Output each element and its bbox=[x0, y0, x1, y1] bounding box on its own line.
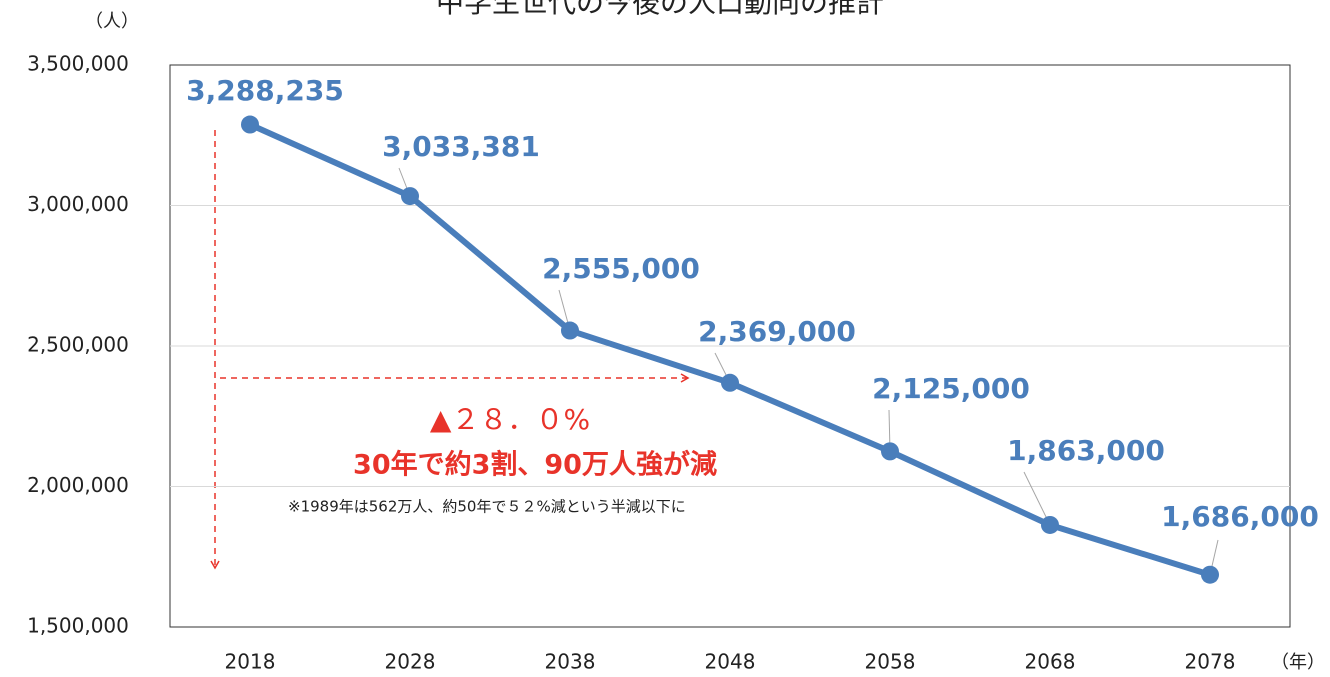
x-tick-label: 2078 bbox=[1185, 650, 1236, 674]
y-tick-label: 3,500,000 bbox=[27, 52, 129, 76]
marker bbox=[401, 187, 419, 206]
x-tick-label: 2058 bbox=[865, 650, 916, 674]
annotation: ▲２８．０% bbox=[430, 403, 590, 436]
x-tick-label: 2038 bbox=[545, 650, 596, 674]
y-tick-label: 2,500,000 bbox=[27, 333, 129, 357]
x-tick-label: 2048 bbox=[705, 650, 756, 674]
marker bbox=[1201, 565, 1219, 584]
data-label: 2,369,000 bbox=[698, 315, 856, 348]
data-label: 3,033,381 bbox=[382, 130, 540, 163]
marker bbox=[561, 321, 579, 340]
y-tick-label: 2,000,000 bbox=[27, 473, 129, 497]
x-unit: （年） bbox=[1271, 652, 1325, 673]
y-tick-label: 3,000,000 bbox=[27, 192, 129, 216]
annotation: 30年で約3割、90万人強が減 bbox=[353, 449, 717, 481]
data-label: 3,288,235 bbox=[186, 74, 344, 107]
chart-title: 中学生世代の今後の人口動向の推計 bbox=[436, 0, 884, 19]
data-label: 2,125,000 bbox=[872, 372, 1030, 405]
x-tick-label: 2068 bbox=[1025, 650, 1076, 674]
data-label: 2,555,000 bbox=[542, 252, 700, 285]
marker bbox=[1041, 515, 1059, 534]
x-tick-label: 2018 bbox=[225, 650, 276, 674]
x-tick-label: 2028 bbox=[385, 650, 436, 674]
data-label: 1,863,000 bbox=[1007, 434, 1165, 467]
y-tick-label: 1,500,000 bbox=[27, 614, 129, 638]
annotation: ※1989年は562万人、約50年で５２%減という半減以下に bbox=[288, 498, 686, 516]
marker bbox=[721, 373, 739, 392]
marker bbox=[241, 115, 259, 134]
leader-line bbox=[1023, 471, 1051, 526]
data-label: 1,686,000 bbox=[1161, 500, 1319, 533]
y-unit: （人） bbox=[85, 11, 139, 32]
marker bbox=[881, 442, 899, 461]
